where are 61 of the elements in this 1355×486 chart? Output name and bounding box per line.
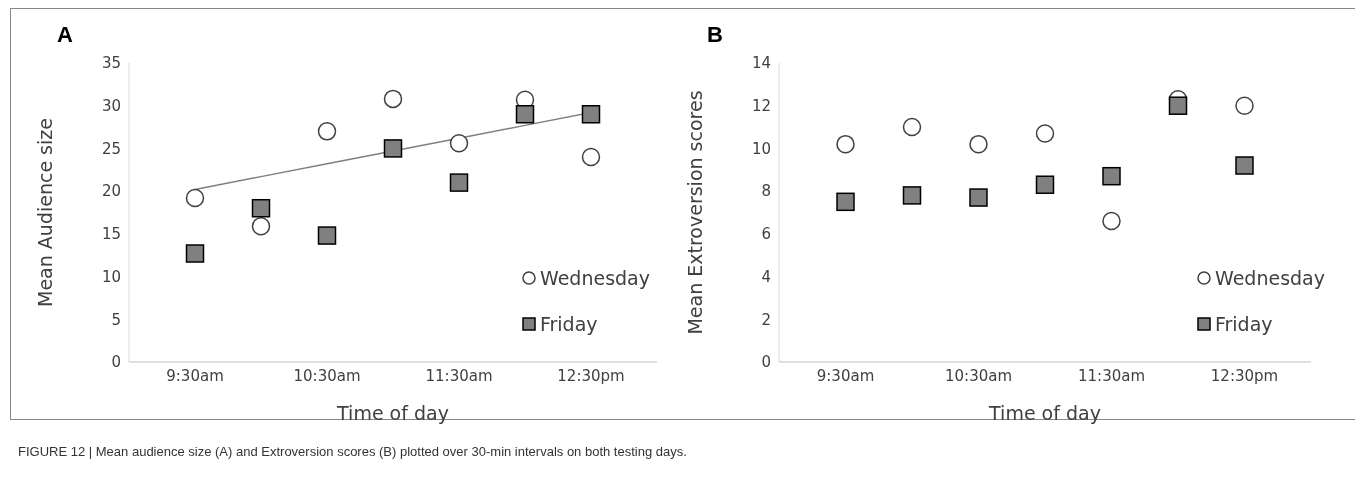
y-tick-label: 0 <box>761 353 771 372</box>
y-axis-title: Mean Extroversion scores <box>683 90 706 335</box>
point <box>251 216 271 236</box>
y-tick-label: 2 <box>761 310 771 329</box>
y-tick-label: 35 <box>101 54 121 73</box>
x-tick-label: 12:30pm <box>557 366 625 385</box>
point <box>317 226 337 245</box>
point <box>185 188 205 208</box>
point <box>836 134 855 154</box>
y-tick-label: 15 <box>101 225 121 244</box>
x-tick-label: 11:30am <box>425 366 493 385</box>
x-axis-title: Time of day <box>336 402 449 424</box>
y-axis-title: Mean Audience size <box>33 118 56 307</box>
x-tick-label: 11:30am <box>1077 366 1146 385</box>
point <box>1235 156 1254 175</box>
point <box>836 192 855 212</box>
point <box>581 147 601 167</box>
y-tick-label: 4 <box>761 267 771 286</box>
point <box>449 134 469 153</box>
point <box>1235 96 1254 115</box>
caption: FIGURE 12 | Mean audience size (A) and Extroversion scores (B) plotted over 30-min intervals on both testing days. <box>18 444 687 459</box>
point <box>902 186 922 205</box>
y-tick-label: 10 <box>751 139 771 158</box>
point <box>185 244 205 263</box>
x-tick-label: 9:30am <box>816 366 875 385</box>
legend-label: Wednesday <box>1214 267 1325 289</box>
point <box>581 105 601 124</box>
point <box>969 134 988 154</box>
y-tick-label: 0 <box>111 353 121 372</box>
y-tick-label: 12 <box>751 97 771 116</box>
point <box>317 122 337 141</box>
point <box>449 173 469 192</box>
point <box>1102 211 1121 231</box>
point <box>251 198 271 218</box>
y-tick-label: 8 <box>761 182 771 201</box>
y-tick-label: 10 <box>101 267 121 286</box>
point <box>515 105 535 124</box>
point <box>1168 96 1188 115</box>
point <box>383 89 403 109</box>
y-tick-label: 5 <box>111 310 121 329</box>
legend-label: Friday <box>539 313 598 335</box>
x-axis-title: Time of day <box>988 402 1101 424</box>
y-tick-label: 20 <box>101 182 121 201</box>
x-tick-label: 9:30am <box>166 366 224 385</box>
chart-title: A <box>57 22 73 48</box>
legend-label: Friday <box>1214 313 1273 335</box>
y-tick-label: 30 <box>101 97 121 116</box>
y-tick-label: 6 <box>761 225 771 244</box>
chart-title: B <box>707 22 723 48</box>
point <box>902 117 922 137</box>
point <box>1035 124 1055 143</box>
x-tick-label: 12:30pm <box>1210 366 1279 385</box>
point <box>969 188 988 207</box>
x-tick-label: 10:30am <box>944 366 1013 385</box>
y-tick-label: 25 <box>101 139 121 158</box>
point <box>1035 175 1055 194</box>
legend-label: Wednesday <box>539 267 650 289</box>
x-tick-label: 10:30am <box>293 366 361 385</box>
point <box>1102 166 1121 186</box>
point <box>383 139 403 158</box>
y-tick-label: 14 <box>751 54 771 73</box>
